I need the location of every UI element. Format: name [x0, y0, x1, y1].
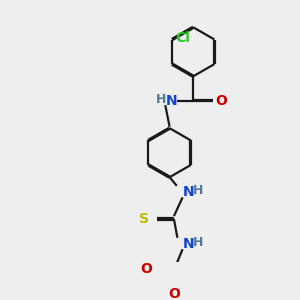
- Text: H: H: [193, 236, 203, 249]
- Text: H: H: [193, 184, 203, 197]
- Text: O: O: [169, 287, 181, 300]
- Text: N: N: [183, 236, 194, 250]
- Text: O: O: [140, 262, 152, 277]
- Text: O: O: [216, 94, 228, 108]
- Text: N: N: [183, 184, 194, 199]
- Text: N: N: [165, 94, 177, 108]
- Text: S: S: [139, 212, 149, 226]
- Text: Cl: Cl: [176, 31, 190, 45]
- Text: H: H: [156, 93, 166, 106]
